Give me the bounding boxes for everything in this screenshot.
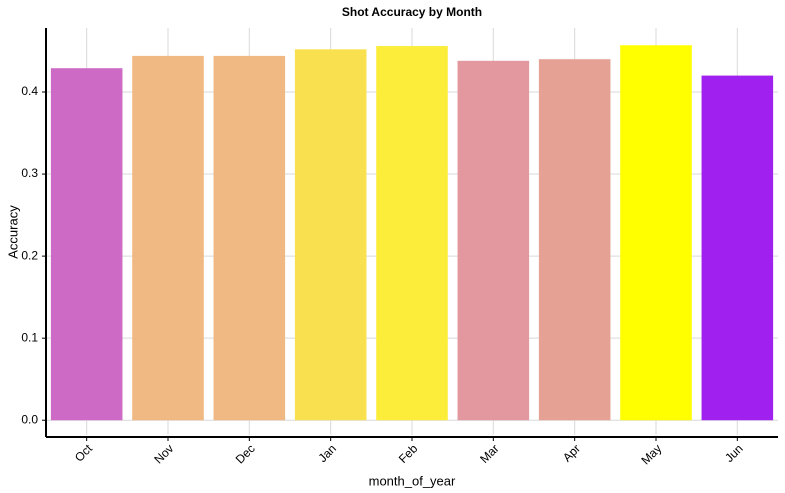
x-tick-label: Apr bbox=[560, 441, 583, 464]
bar bbox=[701, 75, 774, 421]
x-tick-label: Jan bbox=[315, 441, 339, 465]
x-tick-label: Jun bbox=[722, 441, 746, 465]
y-tick-label: 0.4 bbox=[21, 84, 38, 98]
y-tick-label: 0.1 bbox=[21, 330, 38, 344]
bar bbox=[50, 68, 123, 421]
bar bbox=[620, 45, 692, 421]
x-tick-label: Mar bbox=[477, 441, 502, 466]
y-tick-label: 0.0 bbox=[21, 412, 38, 426]
x-tick-label: May bbox=[638, 441, 664, 467]
chart-title: Shot Accuracy by Month bbox=[342, 5, 482, 19]
bar bbox=[132, 55, 204, 421]
x-tick-label: Dec bbox=[233, 441, 258, 466]
y-tick-label: 0.3 bbox=[21, 166, 38, 180]
x-axis-label: month_of_year bbox=[369, 473, 456, 488]
y-tick-label: 0.2 bbox=[21, 248, 38, 262]
bar bbox=[376, 46, 448, 421]
x-tick-label: Oct bbox=[72, 441, 96, 465]
x-tick-label: Nov bbox=[151, 441, 176, 466]
bar bbox=[294, 49, 367, 421]
y-axis-label: Accuracy bbox=[5, 205, 20, 259]
bar bbox=[213, 55, 286, 421]
bar bbox=[538, 59, 611, 421]
bar bbox=[457, 60, 530, 421]
x-tick-label: Feb bbox=[396, 441, 421, 466]
